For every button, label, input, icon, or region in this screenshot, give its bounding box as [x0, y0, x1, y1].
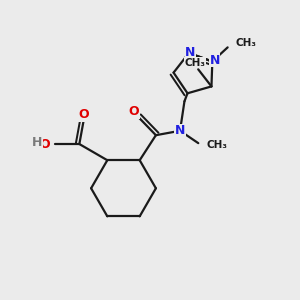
Text: O: O [78, 108, 89, 121]
Text: H: H [32, 136, 42, 149]
Text: N: N [209, 53, 220, 67]
Text: N: N [175, 124, 185, 137]
Text: CH₃: CH₃ [185, 58, 206, 68]
Text: N: N [185, 46, 196, 59]
Text: CH₃: CH₃ [206, 140, 227, 150]
Text: O: O [128, 105, 139, 118]
Text: CH₃: CH₃ [235, 38, 256, 48]
Text: O: O [39, 137, 50, 151]
